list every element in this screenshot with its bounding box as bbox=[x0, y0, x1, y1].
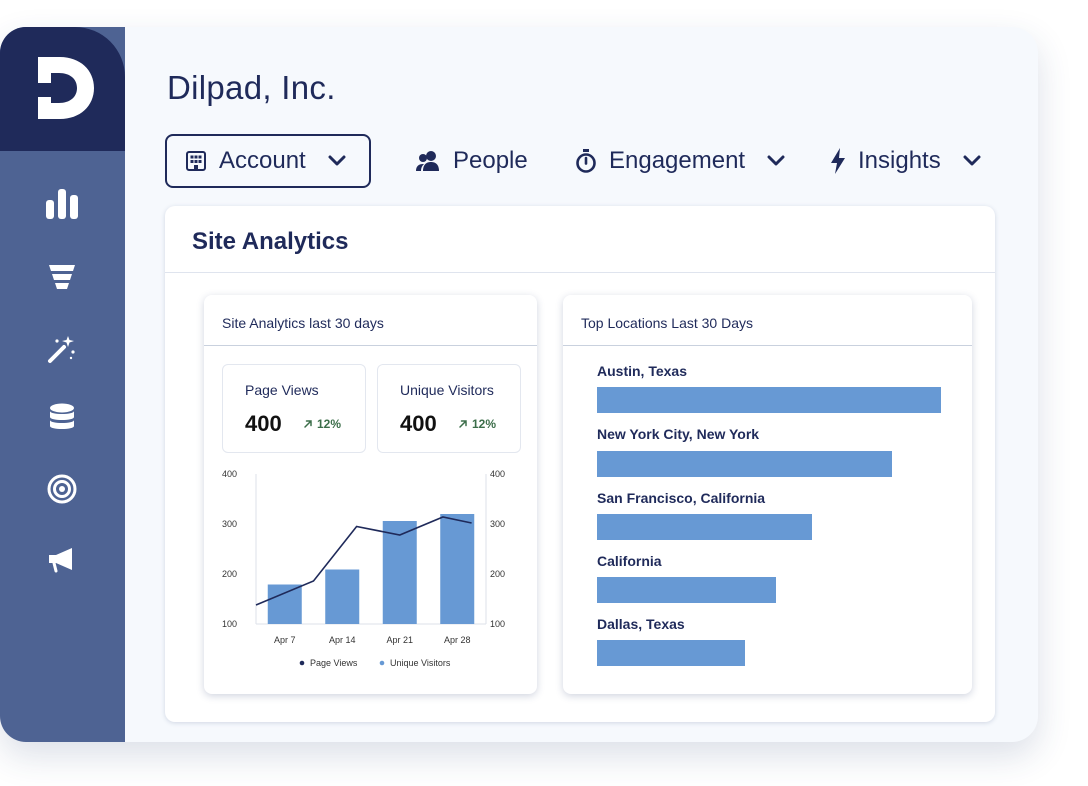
x-tick-label: Apr 21 bbox=[386, 635, 413, 645]
bar bbox=[325, 569, 360, 624]
funnel-icon[interactable] bbox=[44, 259, 80, 295]
database-icon[interactable] bbox=[44, 401, 80, 437]
divider bbox=[204, 345, 537, 346]
location-bar bbox=[597, 451, 892, 477]
app-window: Dilpad, Inc. Account People Engagement I… bbox=[0, 27, 1038, 742]
y-tick-label-right: 300 bbox=[490, 519, 505, 529]
legend-label: Unique Visitors bbox=[390, 658, 451, 668]
card-title: Site Analytics last 30 days bbox=[222, 315, 384, 331]
stat-value: 400 bbox=[245, 411, 282, 436]
stat-delta-value: 12% bbox=[317, 417, 342, 431]
location-name: San Francisco, California bbox=[597, 490, 766, 506]
magic-wand-icon[interactable] bbox=[44, 331, 80, 367]
engagement-dropdown[interactable]: Engagement bbox=[575, 134, 785, 188]
line-series bbox=[255, 516, 472, 606]
location-name: New York City, New York bbox=[597, 426, 760, 442]
insights-label: Insights bbox=[858, 147, 941, 174]
chevron-down-icon bbox=[767, 155, 785, 167]
site-analytics-panel: Site Analytics Site Analytics last 30 da… bbox=[165, 206, 995, 722]
account-dropdown[interactable]: Account bbox=[165, 134, 371, 188]
chevron-down-icon bbox=[328, 155, 346, 167]
stat-label: Unique Visitors bbox=[400, 382, 494, 398]
location-name: Austin, Texas bbox=[597, 363, 687, 379]
sidebar bbox=[0, 27, 125, 742]
account-label: Account bbox=[219, 147, 306, 174]
x-tick-label: Apr 28 bbox=[444, 635, 471, 645]
panel-title: Site Analytics bbox=[192, 228, 349, 255]
stat-delta: 12% bbox=[458, 417, 496, 431]
location-name: California bbox=[597, 553, 662, 569]
y-tick-label-left: 200 bbox=[222, 569, 237, 579]
company-name: Dilpad, Inc. bbox=[167, 69, 336, 106]
y-tick-label-right: 100 bbox=[490, 619, 505, 629]
x-tick-label: Apr 14 bbox=[329, 635, 356, 645]
x-tick-label: Apr 7 bbox=[274, 635, 296, 645]
location-name: Dallas, Texas bbox=[597, 616, 685, 632]
stat-delta-value: 12% bbox=[472, 417, 497, 431]
bar bbox=[267, 584, 302, 624]
divider bbox=[165, 272, 995, 273]
location-bar bbox=[597, 387, 941, 413]
locations-card: Top Locations Last 30 Days Austin, Texas… bbox=[563, 295, 972, 694]
lightning-icon bbox=[831, 148, 845, 174]
legend-label: Page Views bbox=[310, 658, 358, 668]
card-title: Top Locations Last 30 Days bbox=[581, 315, 753, 331]
main-content: Dilpad, Inc. Account People Engagement I… bbox=[125, 27, 1038, 742]
unique-visitors-stat: Unique Visitors 400 12% bbox=[377, 364, 521, 453]
people-nav[interactable]: People bbox=[415, 134, 528, 188]
location-bar bbox=[597, 577, 776, 603]
legend-marker bbox=[299, 660, 305, 666]
target-icon[interactable] bbox=[44, 471, 80, 507]
page-views-stat: Page Views 400 12% bbox=[222, 364, 366, 453]
y-tick-label-left: 300 bbox=[222, 519, 237, 529]
stat-delta: 12% bbox=[303, 417, 341, 431]
location-bar bbox=[597, 514, 812, 540]
engagement-label: Engagement bbox=[609, 147, 746, 174]
people-label: People bbox=[453, 147, 528, 174]
bar-chart-icon[interactable] bbox=[44, 185, 80, 221]
y-tick-label-right: 400 bbox=[490, 469, 505, 479]
dilpad-logo-icon bbox=[38, 57, 94, 119]
analytics-chart: 100 100 200 200 300 300 400 400 Apr 7 Apr 14 Apr 2… bbox=[222, 469, 505, 668]
divider bbox=[563, 345, 972, 346]
chevron-down-icon bbox=[963, 155, 981, 167]
stat-label: Page Views bbox=[245, 382, 319, 398]
people-icon bbox=[416, 151, 439, 171]
y-tick-label-right: 200 bbox=[490, 569, 505, 579]
stopwatch-icon bbox=[576, 149, 596, 173]
stat-value: 400 bbox=[400, 411, 437, 436]
bar bbox=[382, 521, 417, 624]
legend-marker bbox=[379, 660, 385, 666]
logo[interactable] bbox=[0, 27, 125, 151]
y-tick-label-left: 100 bbox=[222, 619, 237, 629]
location-bar bbox=[597, 640, 745, 666]
analytics-card: Site Analytics last 30 days Page Views 4… bbox=[204, 295, 537, 694]
building-icon bbox=[186, 151, 206, 171]
arrow-up-right-icon bbox=[304, 420, 312, 428]
megaphone-icon[interactable] bbox=[44, 542, 80, 578]
arrow-up-right-icon bbox=[459, 420, 467, 428]
y-tick-label-left: 400 bbox=[222, 469, 237, 479]
bar bbox=[440, 514, 475, 624]
insights-dropdown[interactable]: Insights bbox=[830, 134, 981, 188]
